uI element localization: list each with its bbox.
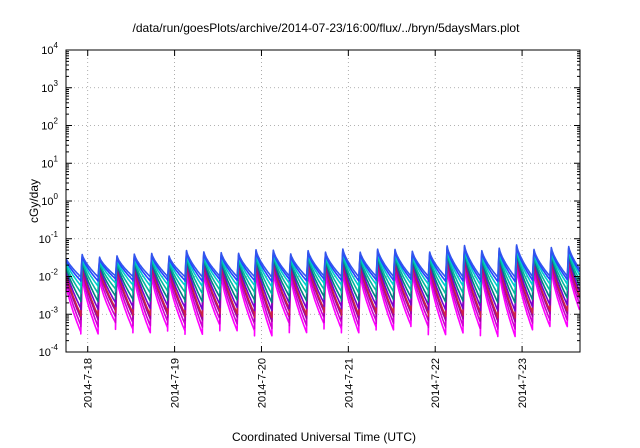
series-line: [65, 244, 581, 278]
x-tick-label: 2014-7-18: [83, 358, 95, 408]
y-tick-label: 10-3: [39, 305, 59, 321]
y-axis: 10-4 10-3 10-2 10-1 100 101 102 103 104: [39, 41, 580, 359]
x-axis: 2014-7-18 2014-7-19 2014-7-20 2014-7-21 2014…: [83, 50, 529, 408]
y-tick-label: 100: [41, 192, 58, 208]
x-tick-label: 2014-7-22: [430, 358, 442, 408]
x-tick-label: 2014-7-23: [517, 358, 529, 408]
chart-title: /data/run/goesPlots/archive/2014-07-23/1…: [133, 21, 521, 35]
y-tick-label: 101: [41, 154, 58, 170]
x-tick-label: 2014-7-19: [170, 358, 182, 408]
y-tick-label: 10-1: [39, 230, 59, 246]
x-tick-label: 2014-7-20: [256, 358, 268, 408]
series-group: [65, 244, 581, 338]
y-tick-label: 103: [41, 79, 58, 95]
x-axis-label: Coordinated Universal Time (UTC): [232, 430, 416, 444]
x-tick-label: 2014-7-21: [343, 358, 355, 408]
y-axis-label: cGy/day: [27, 179, 41, 223]
y-tick-label: 102: [41, 117, 58, 133]
y-tick-label: 10-2: [39, 268, 59, 284]
y-tick-label: 104: [41, 41, 58, 57]
y-tick-label: 10-4: [39, 343, 59, 359]
